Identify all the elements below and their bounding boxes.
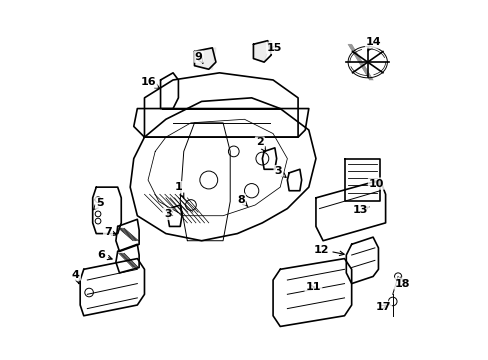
- Text: 5: 5: [93, 198, 103, 210]
- Polygon shape: [253, 41, 271, 62]
- Polygon shape: [194, 48, 216, 69]
- Text: 11: 11: [305, 282, 321, 292]
- Text: 14: 14: [365, 37, 381, 51]
- Text: 7: 7: [104, 227, 116, 237]
- Text: 1: 1: [174, 182, 183, 198]
- Text: 13: 13: [352, 205, 368, 215]
- Text: 15: 15: [266, 43, 282, 53]
- Text: 10: 10: [368, 179, 384, 189]
- Text: 9: 9: [194, 52, 203, 63]
- Text: 4: 4: [72, 270, 80, 284]
- Text: 16: 16: [141, 77, 160, 89]
- Text: 8: 8: [237, 195, 247, 207]
- Text: 6: 6: [97, 250, 112, 260]
- Text: 18: 18: [394, 277, 409, 289]
- Text: 12: 12: [313, 245, 344, 256]
- Text: 3: 3: [163, 209, 172, 219]
- Text: 2: 2: [255, 138, 265, 152]
- Text: 17: 17: [375, 302, 390, 312]
- Text: 3: 3: [274, 166, 285, 177]
